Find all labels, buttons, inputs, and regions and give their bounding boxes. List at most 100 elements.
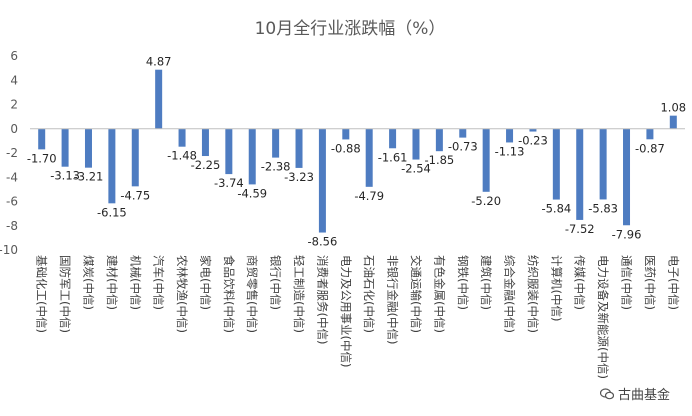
data-label: -0.87	[635, 141, 665, 155]
y-tick-label: -8	[6, 219, 18, 233]
bar	[552, 128, 560, 200]
data-label: 4.87	[146, 55, 172, 69]
category-label: 商贸零售(中信)	[245, 255, 259, 333]
bar	[529, 128, 537, 132]
category-label: 建筑(中信)	[479, 255, 493, 310]
data-label: -1.85	[424, 153, 454, 167]
bar	[342, 128, 350, 140]
category-label: 通信(中信)	[620, 255, 634, 310]
bar	[201, 128, 209, 157]
data-label: -3.23	[284, 170, 314, 184]
category-label: 医药(中信)	[643, 255, 657, 310]
data-label: 1.08	[660, 101, 686, 115]
category-label: 基础化工(中信)	[35, 255, 49, 333]
bar	[225, 128, 233, 175]
category-label: 钢铁(中信)	[456, 255, 470, 310]
bar	[576, 128, 584, 220]
bar	[178, 128, 186, 147]
category-label: 电子(中信)	[666, 255, 680, 310]
data-label: -6.15	[97, 205, 127, 219]
bars	[38, 69, 677, 233]
bar	[669, 115, 677, 129]
category-label: 消费者服务(中信)	[315, 255, 329, 344]
category-label: 国防军工(中信)	[58, 255, 72, 333]
watermark: 古曲基金	[600, 384, 670, 403]
bar	[506, 128, 514, 143]
bar	[295, 128, 303, 168]
y-tick-label: -2	[6, 146, 18, 160]
category-label: 煤炭(中信)	[81, 255, 95, 310]
bar	[459, 128, 467, 138]
bar	[623, 128, 631, 226]
bar	[482, 128, 490, 192]
category-label: 建材(中信)	[105, 255, 119, 310]
category-label: 农林牧渔(中信)	[175, 255, 189, 333]
data-label: -1.48	[167, 149, 197, 163]
category-label: 传媒(中信)	[573, 255, 587, 310]
category-label: 纺织服装(中信)	[526, 255, 540, 333]
category-label: 电力及公用事业(中信)	[339, 255, 353, 367]
data-label: -5.84	[541, 202, 571, 216]
y-tick-label: 2	[10, 98, 18, 112]
y-tick-label: 6	[10, 49, 18, 63]
chart-title: 10月全行业涨跌幅（%）	[255, 19, 446, 39]
category-label: 食品饮料(中信)	[222, 255, 236, 333]
category-label: 汽车(中信)	[152, 255, 166, 310]
y-tick-label: 0	[10, 122, 18, 136]
data-label: -0.88	[331, 141, 361, 155]
data-label: -7.96	[612, 227, 642, 241]
bar	[131, 128, 139, 187]
category-label: 机械(中信)	[128, 255, 142, 310]
wechat-icon	[600, 388, 614, 400]
y-tick-label: -10	[0, 243, 18, 257]
bar	[38, 128, 46, 150]
data-label: -2.54	[401, 162, 431, 176]
data-label: -1.61	[378, 150, 408, 164]
bar	[248, 128, 256, 185]
data-label: -4.75	[120, 188, 150, 202]
data-label: -0.23	[518, 134, 548, 148]
y-axis: -10 -8 -6 -4 -2 0 2 4 6	[0, 49, 18, 257]
category-label: 计算机(中信)	[549, 255, 563, 321]
bar	[412, 128, 420, 160]
data-label: -1.13	[495, 144, 525, 158]
data-label: -3.13	[50, 169, 80, 183]
bar	[318, 128, 326, 233]
data-label: -7.52	[565, 222, 595, 236]
category-label: 石油石化(中信)	[362, 255, 376, 333]
bar	[155, 69, 163, 129]
data-label: -5.83	[588, 201, 618, 215]
data-label: -4.79	[354, 189, 384, 203]
category-label: 银行(中信)	[269, 255, 283, 310]
category-label: 有色金属(中信)	[432, 255, 446, 333]
category-label: 电力设备及新能源(中信)	[596, 255, 610, 379]
data-label: -5.20	[471, 194, 501, 208]
y-tick-label: 4	[10, 73, 18, 87]
bar	[646, 128, 654, 140]
bar	[272, 128, 280, 158]
value-labels: -1.70 -3.13-3.21 -6.15 -4.75 4.87 -1.48-2.25 -…	[27, 55, 686, 249]
data-label: -3.74	[214, 176, 244, 190]
bar	[599, 128, 607, 200]
category-label: 综合金融(中信)	[503, 255, 517, 333]
category-label: 轻工制造(中信)	[292, 255, 306, 333]
data-label: -4.59	[237, 186, 267, 200]
bar	[435, 128, 443, 152]
bar	[389, 128, 397, 149]
watermark-text: 古曲基金	[618, 388, 671, 403]
category-label: 家电(中信)	[198, 255, 212, 310]
bar	[84, 128, 92, 168]
data-label: -0.73	[448, 140, 478, 154]
category-labels: 基础化工(中信) 国防军工(中信) 煤炭(中信) 建材(中信) 机械(中信) 汽车(中信)…	[35, 255, 681, 379]
data-label: -3.21	[74, 170, 104, 184]
bar	[108, 128, 116, 204]
bar	[61, 128, 69, 167]
y-tick-label: -4	[6, 170, 18, 184]
data-label: -1.70	[27, 151, 57, 165]
bar	[365, 128, 373, 187]
data-label: -2.38	[261, 160, 291, 174]
category-label: 交通运输(中信)	[409, 255, 423, 333]
data-label: -2.25	[191, 158, 221, 172]
y-tick-label: -6	[6, 195, 18, 209]
